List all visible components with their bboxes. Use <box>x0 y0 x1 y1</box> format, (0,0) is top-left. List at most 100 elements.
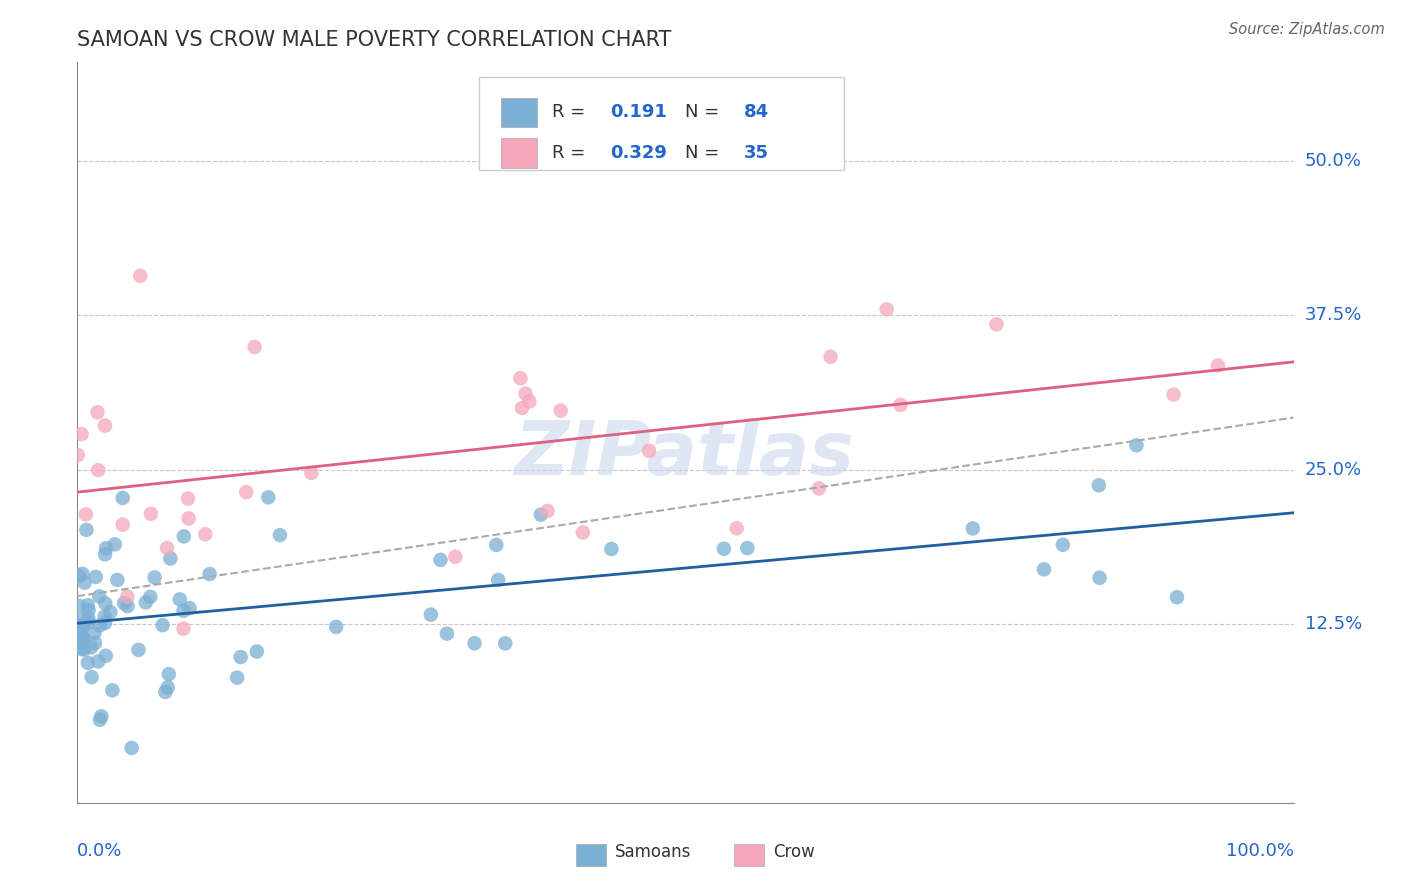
Point <box>77 615 100 630</box>
Point <box>820 350 842 364</box>
Point <box>87 655 110 669</box>
Point <box>94 648 117 663</box>
Point <box>94 615 117 630</box>
Point <box>84 636 107 650</box>
Point <box>94 547 117 561</box>
Point <box>156 541 179 555</box>
Point <box>70 633 93 648</box>
Point <box>152 618 174 632</box>
Point <box>1088 478 1111 492</box>
Point <box>436 626 458 640</box>
Point <box>429 553 451 567</box>
Point <box>179 601 201 615</box>
Text: Samoans: Samoans <box>614 843 692 861</box>
Point <box>444 549 467 564</box>
Text: N =: N = <box>686 103 725 121</box>
Point <box>66 618 89 632</box>
Point <box>530 508 553 522</box>
Point <box>117 590 139 604</box>
Point <box>226 671 249 685</box>
Point <box>235 485 257 500</box>
Point <box>550 403 572 417</box>
Point <box>77 603 100 617</box>
Point <box>463 636 485 650</box>
Point <box>1206 359 1229 373</box>
Point <box>105 573 128 587</box>
Point <box>135 595 157 609</box>
Text: 0.329: 0.329 <box>610 145 666 162</box>
Point <box>229 650 252 665</box>
Point <box>157 667 180 681</box>
Point <box>87 463 110 477</box>
Point <box>269 528 291 542</box>
Point <box>876 302 898 317</box>
Point <box>1033 562 1056 576</box>
Point <box>75 523 97 537</box>
FancyBboxPatch shape <box>734 844 765 866</box>
Point <box>177 491 200 506</box>
Point <box>419 607 441 622</box>
Point <box>1052 538 1074 552</box>
Point <box>90 709 112 723</box>
Point <box>83 626 105 640</box>
Point <box>89 590 111 604</box>
Point <box>111 491 134 505</box>
Point <box>104 537 127 551</box>
Point <box>139 590 162 604</box>
Point <box>86 405 108 419</box>
Text: 35: 35 <box>744 145 769 162</box>
Text: 12.5%: 12.5% <box>1305 615 1362 633</box>
Point <box>89 713 111 727</box>
Point <box>72 632 94 647</box>
Point <box>486 573 509 587</box>
Point <box>155 685 177 699</box>
Point <box>67 636 90 650</box>
Point <box>94 418 117 433</box>
Point <box>73 642 96 657</box>
Point <box>173 529 195 543</box>
Text: 84: 84 <box>744 103 769 121</box>
Point <box>94 541 117 556</box>
Point <box>725 521 748 535</box>
Point <box>1088 571 1111 585</box>
Point <box>257 491 280 505</box>
Point <box>638 443 661 458</box>
Point <box>80 640 103 655</box>
Point <box>127 643 149 657</box>
Point <box>156 681 179 695</box>
Point <box>986 318 1008 332</box>
Text: R =: R = <box>551 145 591 162</box>
Point <box>80 670 103 684</box>
Point <box>101 683 124 698</box>
Text: Source: ZipAtlas.com: Source: ZipAtlas.com <box>1229 22 1385 37</box>
FancyBboxPatch shape <box>501 97 537 128</box>
Point <box>69 628 91 642</box>
Point <box>94 596 117 610</box>
Point <box>139 507 162 521</box>
Point <box>143 570 166 584</box>
Point <box>494 636 516 650</box>
Point <box>66 448 89 462</box>
Point <box>194 527 217 541</box>
Point <box>713 541 735 556</box>
Point <box>517 394 540 409</box>
Point <box>98 605 121 619</box>
Point <box>737 541 759 555</box>
Point <box>509 371 531 385</box>
Point <box>962 521 984 535</box>
Point <box>73 575 96 590</box>
Point <box>75 508 97 522</box>
Point <box>177 511 200 525</box>
Text: Crow: Crow <box>773 843 814 861</box>
Text: 50.0%: 50.0% <box>1305 153 1361 170</box>
Text: 25.0%: 25.0% <box>1305 460 1362 479</box>
Point <box>173 604 195 618</box>
Point <box>111 517 134 532</box>
Point <box>807 482 830 496</box>
Point <box>890 398 912 412</box>
Point <box>70 642 93 657</box>
Point <box>1166 591 1188 605</box>
Text: ZIPatlas: ZIPatlas <box>516 418 855 491</box>
Point <box>299 466 322 480</box>
Point <box>325 620 347 634</box>
